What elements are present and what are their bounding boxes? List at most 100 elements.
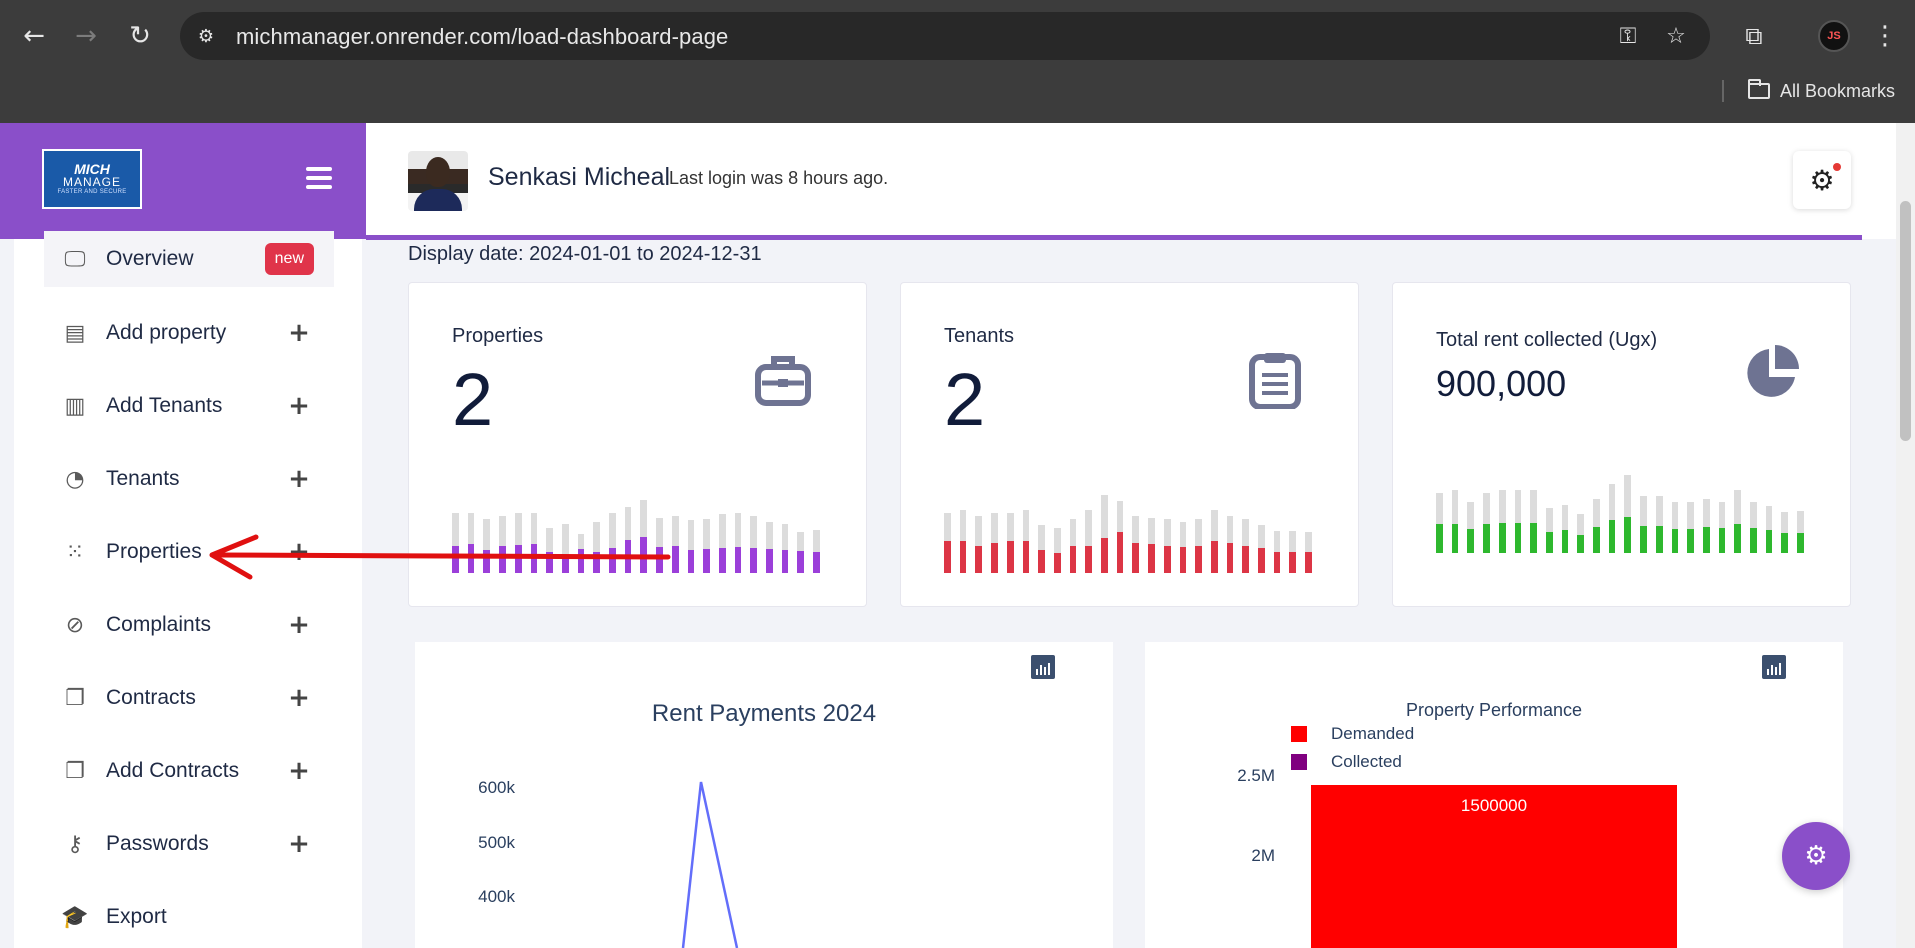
extensions-icon[interactable]: ⧉	[1745, 22, 1763, 50]
plus-icon[interactable]: +	[288, 464, 310, 494]
forward-arrow-icon[interactable]: →	[75, 21, 97, 51]
sidebar-item-overview[interactable]: 🖵 Overview new	[44, 231, 334, 287]
mini-bar-value	[514, 544, 522, 573]
plus-icon[interactable]: +	[288, 610, 310, 640]
browser-menu-icon[interactable]: ⋮	[1872, 21, 1898, 51]
mini-bar-remaining	[1655, 496, 1663, 526]
sidebar-item-complaints[interactable]: ⊘ Complaints +	[44, 597, 334, 653]
all-bookmarks-button[interactable]: All Bookmarks	[1748, 78, 1895, 104]
sidebar-item-label: Add Contracts	[106, 759, 240, 782]
mini-bar	[467, 513, 475, 573]
mini-bar	[577, 534, 585, 573]
sidebar-item-add-contracts[interactable]: ❐ Add Contracts +	[44, 743, 334, 799]
sidebar: 🖵 Overview new ▤ Add property + ▥ Add Te…	[14, 231, 362, 948]
legend-label[interactable]: Demanded	[1331, 724, 1415, 743]
mini-bar-value	[1765, 530, 1773, 553]
address-bar[interactable]: ⚙ michmanager.onrender.com/load-dashboar…	[180, 12, 1710, 60]
mini-bar-remaining	[718, 514, 726, 548]
mini-bar-value	[1640, 526, 1647, 553]
mini-bar	[1006, 513, 1014, 573]
mini-bar-value	[1163, 546, 1171, 573]
rent-payments-panel: Rent Payments 2024 600k 500k 400k	[415, 642, 1113, 948]
mini-bar-remaining	[1116, 501, 1124, 533]
rent-collected-card: Total rent collected (Ugx) 900,000	[1392, 282, 1851, 607]
site-settings-icon[interactable]: ⚙	[197, 25, 215, 47]
mini-bar-remaining	[687, 520, 695, 551]
sidebar-item-tenants[interactable]: ◔ Tenants +	[44, 451, 334, 507]
sidebar-item-export[interactable]: 🎓 Export	[44, 889, 334, 945]
mini-bar-value	[1053, 553, 1061, 573]
properties-card: Properties 2	[408, 282, 867, 607]
page-scrollbar[interactable]	[1896, 123, 1915, 948]
sidebar-item-add-tenants[interactable]: ▥ Add Tenants +	[44, 378, 334, 434]
mini-bar-value	[750, 547, 758, 573]
page: MICH MANAGE FASTER AND SECURE Senkasi Mi…	[0, 123, 1915, 948]
sidebar-item-label: Add Tenants	[106, 394, 223, 417]
card-title: Tenants	[944, 325, 1015, 347]
document-icon: ▤	[64, 320, 86, 346]
sidebar-item-contracts[interactable]: ❐ Contracts +	[44, 670, 334, 726]
mini-bar	[1101, 495, 1108, 573]
user-avatar[interactable]	[408, 151, 468, 211]
mini-bar	[1195, 519, 1202, 573]
plotly-logo-icon[interactable]	[1031, 655, 1055, 679]
mini-bar-value	[1483, 524, 1490, 553]
sidebar-item-label: Properties	[106, 540, 202, 563]
mini-bar	[813, 529, 820, 573]
sidebar-item-passwords[interactable]: ⚷ Passwords +	[44, 816, 334, 872]
plus-icon[interactable]: +	[288, 537, 310, 567]
mini-bar-remaining	[1797, 511, 1804, 534]
scrollbar-thumb[interactable]	[1900, 201, 1911, 441]
mini-bar	[734, 513, 742, 573]
back-arrow-icon[interactable]: ←	[23, 21, 45, 51]
floating-settings-button[interactable]: ⚙	[1782, 822, 1850, 890]
last-login-text: Last login was 8 hours ago.	[669, 168, 889, 188]
mini-bar-value	[781, 550, 789, 573]
mini-bar-value	[577, 549, 585, 573]
bar-demanded[interactable]	[1311, 785, 1677, 948]
mini-bar	[1687, 502, 1694, 553]
sidebar-item-add-property[interactable]: ▤ Add property +	[44, 305, 334, 361]
settings-button[interactable]: ⚙	[1793, 151, 1851, 209]
url-text[interactable]: michmanager.onrender.com/load-dashboard-…	[236, 24, 729, 49]
mini-bar-value	[467, 544, 475, 573]
plus-icon[interactable]: +	[288, 683, 310, 713]
mini-bar	[1163, 519, 1171, 573]
mini-bar-value	[1069, 546, 1077, 573]
logo[interactable]: MICH MANAGE FASTER AND SECURE	[42, 149, 142, 209]
mini-bar	[959, 510, 967, 573]
mini-bar	[1132, 516, 1140, 573]
mini-bar-value	[1797, 533, 1804, 553]
hamburger-menu-icon[interactable]	[306, 167, 332, 189]
key-icon[interactable]: ⚿	[1619, 23, 1637, 49]
legend-label[interactable]: Collected	[1331, 752, 1402, 771]
mini-bar-value	[1624, 517, 1632, 553]
y-tick-label: 400k	[478, 887, 515, 906]
mini-bar-value	[1242, 546, 1250, 573]
chart-title: Rent Payments 2024	[651, 700, 877, 727]
mini-bar	[687, 520, 695, 573]
reload-icon[interactable]: ↻	[129, 21, 151, 51]
plus-icon[interactable]: +	[288, 391, 310, 421]
mini-bar-remaining	[1577, 514, 1585, 535]
mini-bar-value	[546, 552, 553, 573]
mini-bar	[975, 516, 983, 573]
tenants-card: Tenants 2	[900, 282, 1359, 607]
plus-icon[interactable]: +	[288, 318, 310, 348]
mini-bar-value	[1148, 544, 1155, 573]
mini-bar	[1085, 510, 1093, 573]
mini-bar-remaining	[1467, 502, 1475, 529]
mini-bar-value	[1734, 524, 1742, 553]
profile-avatar[interactable]: JS	[1818, 20, 1850, 52]
star-icon[interactable]: ☆	[1666, 23, 1686, 49]
plus-icon[interactable]: +	[288, 829, 310, 859]
properties-mini-chart	[452, 473, 820, 573]
plus-icon[interactable]: +	[288, 756, 310, 786]
plotly-logo-icon[interactable]	[1762, 655, 1786, 679]
mini-bar-remaining	[1210, 510, 1218, 542]
mini-bar-remaining	[656, 517, 663, 548]
sidebar-item-properties[interactable]: ⁙ Properties +	[44, 524, 334, 580]
mini-bar	[1242, 519, 1250, 573]
mini-bar	[1781, 512, 1789, 553]
film-icon: ▥	[64, 393, 86, 419]
